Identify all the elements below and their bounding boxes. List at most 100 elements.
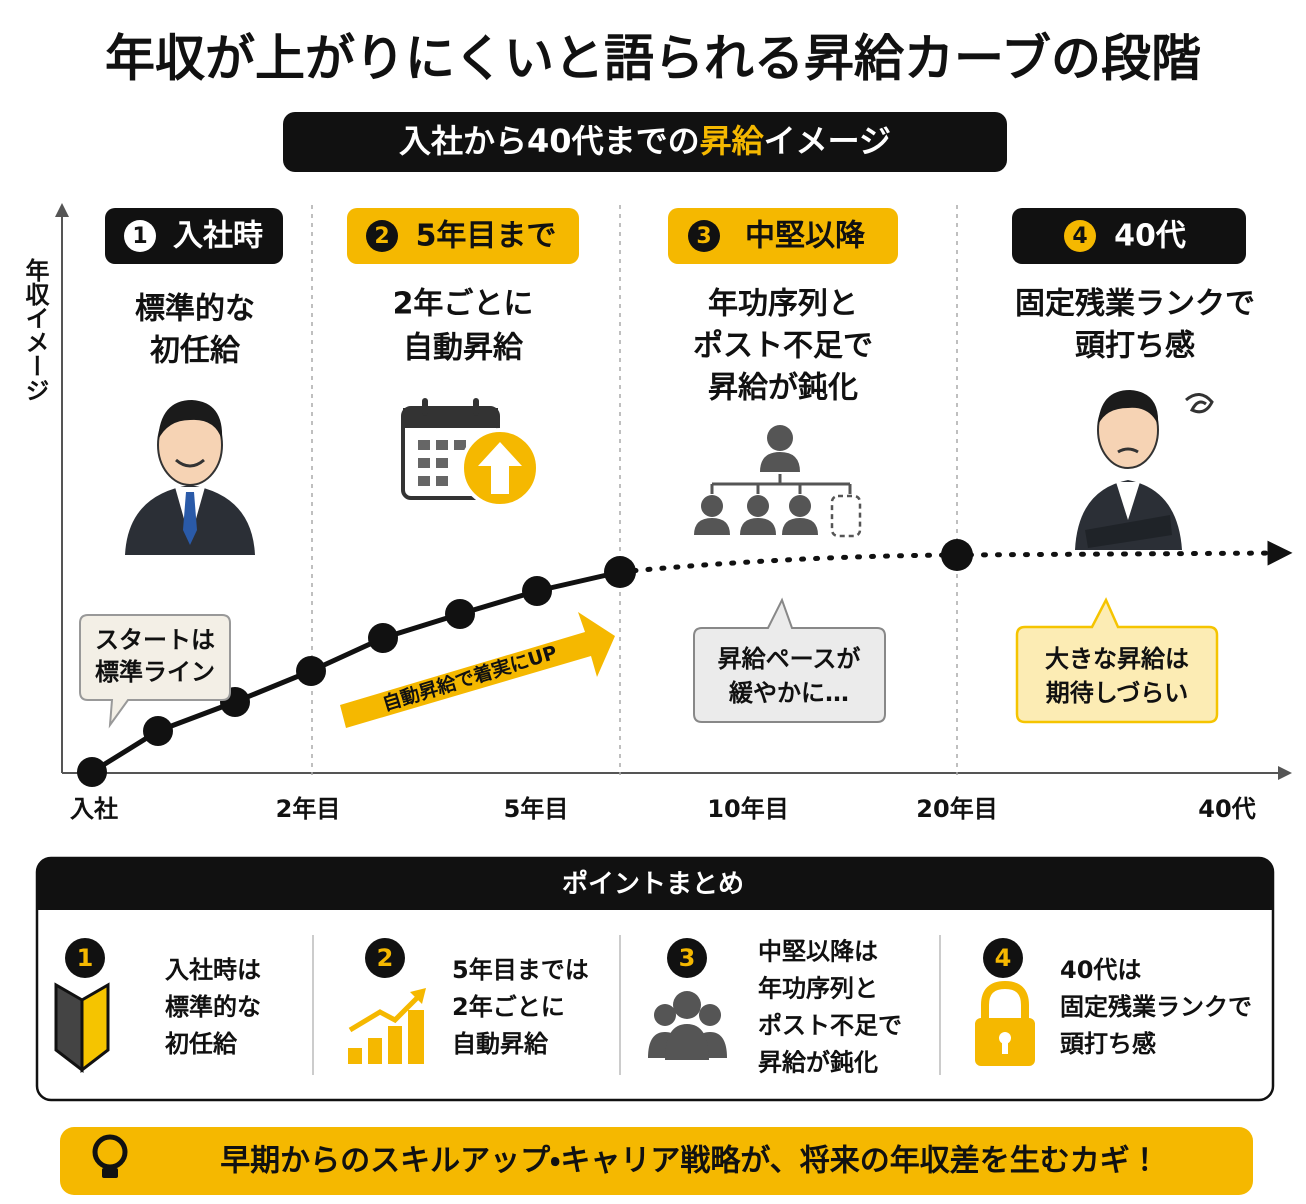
shape — [183, 492, 197, 545]
callout-text: 期待しづらい — [1046, 679, 1189, 707]
callout-text: 大きな昇給は — [1045, 645, 1189, 673]
x-axis-labels: 入社 2年目 5年目 10年目 20年目 40代 — [70, 795, 1256, 823]
shape — [418, 440, 466, 486]
x-axis-label: 入社 — [70, 795, 118, 823]
badge-number: 2 — [374, 224, 389, 249]
shape — [789, 495, 811, 517]
stage-description: 頭打ち感 — [1075, 329, 1195, 364]
summary-title: ポイントまとめ — [562, 869, 744, 900]
shape — [102, 1168, 118, 1178]
summary-line: 入社時は — [165, 956, 261, 984]
icon-people — [648, 991, 727, 1060]
shape — [105, 208, 283, 264]
icon-beginner — [54, 982, 110, 1074]
subtitle-bg — [283, 112, 1007, 172]
stage-description: 固定残業ランクで — [1015, 287, 1255, 322]
shape — [124, 220, 156, 252]
shape — [667, 938, 707, 978]
shape — [981, 980, 1029, 1020]
shape — [1002, 1040, 1008, 1054]
stage-description: 初任給 — [149, 334, 241, 369]
callout-text: スタートは — [95, 626, 215, 654]
x-axis-label: 2年目 — [276, 795, 341, 823]
shape — [77, 757, 107, 787]
stage-descriptions: 標準的な 初任給 2年ごとに 自動昇給 年功序列と ポスト不足で 昇給が鈍化 固… — [135, 287, 1255, 406]
shape — [368, 1038, 382, 1064]
icon-lock — [975, 980, 1035, 1066]
shape — [79, 614, 231, 729]
shape — [522, 576, 552, 606]
shape — [710, 474, 852, 494]
shape — [701, 495, 723, 517]
shape — [348, 993, 422, 1033]
shape — [410, 988, 426, 1004]
summary-line: 中堅以降は — [758, 938, 878, 966]
summary-line: 頭打ち感 — [1060, 1030, 1156, 1058]
summary-line: 40代は — [1060, 956, 1141, 984]
shape — [1064, 220, 1096, 252]
x-axis-label: 10年目 — [707, 795, 788, 823]
summary-line: 昇給が鈍化 — [758, 1049, 878, 1077]
shape — [617, 540, 1293, 575]
subtitle-text: 入社から40代までの — [399, 122, 700, 160]
subtitle-highlight: 昇給 — [700, 122, 765, 160]
badge-label: 入社時 — [173, 219, 263, 254]
icon-bars — [348, 988, 426, 1064]
shape — [694, 518, 730, 535]
x-axis-label: 40代 — [1198, 795, 1255, 823]
badge-label: 5年目まで — [416, 219, 557, 254]
shape — [473, 398, 479, 416]
stage-description: 自動昇給 — [403, 331, 524, 366]
shape — [478, 442, 522, 494]
shape — [747, 495, 769, 517]
summary-line: 初任給 — [164, 1030, 238, 1058]
badge-label: 40代 — [1114, 219, 1186, 254]
shape — [604, 556, 636, 588]
icon-new-employee — [125, 400, 255, 555]
shape — [296, 656, 326, 686]
shape — [830, 494, 862, 538]
shape — [767, 425, 793, 451]
icon-worried-man — [1075, 390, 1214, 550]
shape — [673, 991, 701, 1019]
item-number: 3 — [679, 944, 696, 972]
shape — [1015, 597, 1219, 724]
x-axis-label: 20年目 — [916, 795, 997, 823]
stage-badges: 1 入社時 2 5年目まで 3 中堅以降 4 40代 — [105, 208, 1246, 264]
callout-slowdown: 昇給ペースが 緩やかに… — [693, 597, 886, 723]
shape — [388, 1026, 402, 1064]
shape — [941, 539, 973, 571]
summary-line: ポスト不足で — [758, 1012, 902, 1040]
footer-text: 早期からのスキルアップ・キャリア戦略が、将来の年収差を生むカギ！ — [220, 1144, 1160, 1179]
shape — [654, 1004, 676, 1026]
shape — [418, 440, 430, 450]
shape — [1012, 208, 1246, 264]
subtitle-text: イメージ — [764, 122, 891, 160]
shape — [348, 1048, 362, 1064]
salary-curve — [77, 539, 1293, 787]
stage-description: 年功序列と — [708, 287, 858, 322]
shape — [65, 938, 1023, 978]
item-number: 2 — [377, 944, 394, 972]
shape — [347, 208, 579, 264]
shape — [445, 599, 475, 629]
shape — [454, 440, 466, 450]
callout-start: スタートは 標準ライン — [79, 614, 231, 729]
icon-bulb — [92, 1134, 128, 1178]
shape — [699, 1004, 721, 1026]
shape — [158, 400, 223, 440]
shape — [366, 220, 398, 252]
shape — [340, 612, 615, 728]
summary-line: 標準的な — [165, 993, 261, 1021]
footer-bg — [60, 1127, 1253, 1195]
callout-text: 標準ライン — [95, 658, 215, 686]
shape — [65, 938, 105, 978]
shape — [760, 452, 800, 472]
shape — [740, 518, 776, 535]
shape — [436, 458, 448, 468]
y-axis-label: 年収イメージ — [21, 257, 49, 402]
shape — [77, 539, 973, 787]
shape — [312, 935, 941, 1075]
